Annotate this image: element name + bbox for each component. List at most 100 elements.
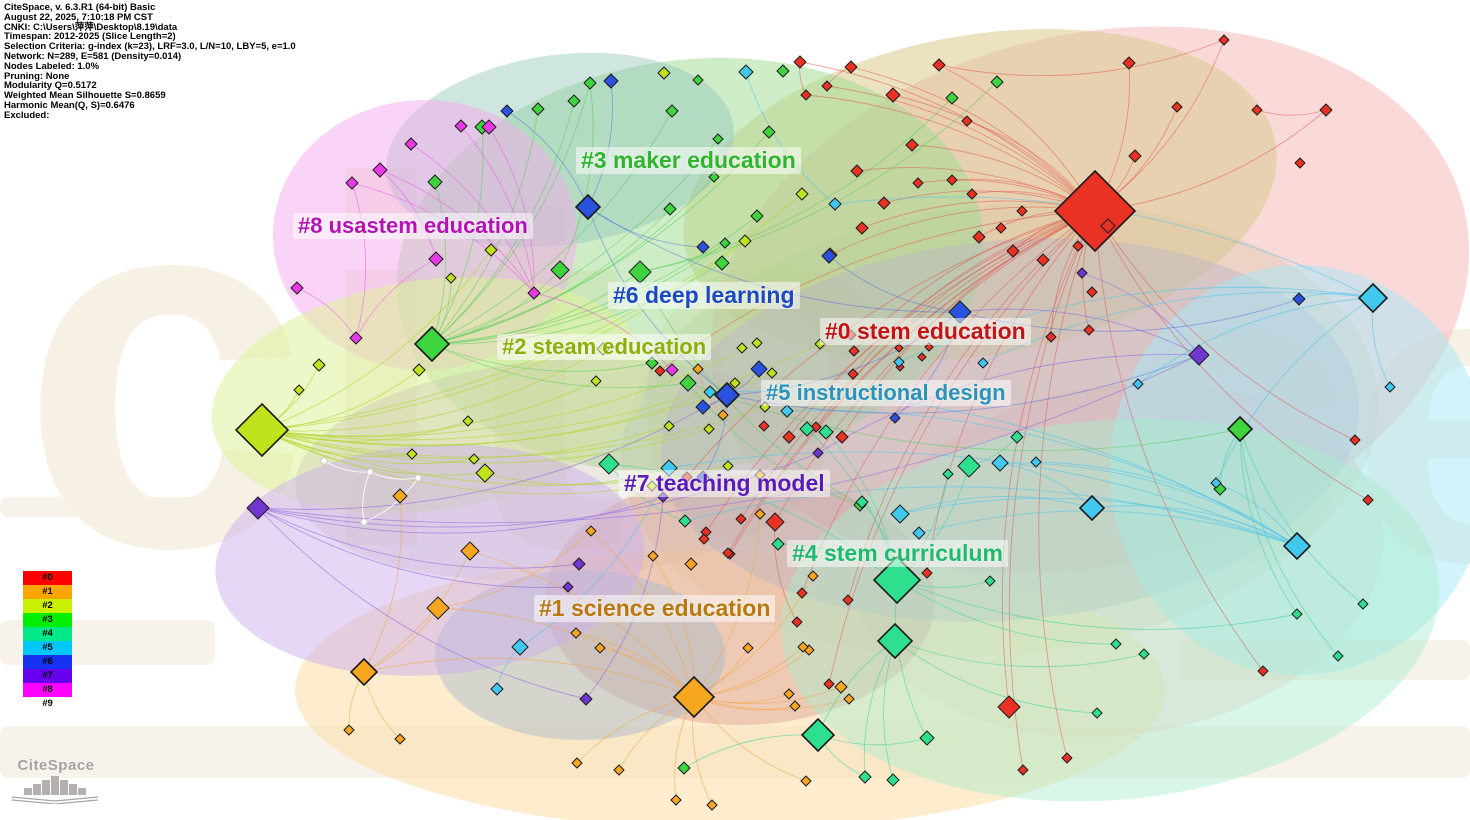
graph-node-cluster-8[interactable] [428, 251, 444, 267]
graph-node-cluster-1[interactable] [717, 409, 729, 421]
graph-node-cluster-0[interactable] [758, 420, 770, 432]
graph-node-cluster-8[interactable] [454, 119, 468, 133]
graph-node-cluster-4[interactable] [855, 495, 869, 509]
graph-node-cluster-3[interactable] [550, 260, 570, 280]
graph-node-cluster-6[interactable] [1292, 292, 1306, 306]
graph-node-cluster-0[interactable] [821, 80, 833, 92]
graph-node-cluster-4[interactable] [1357, 598, 1369, 610]
graph-node-cluster-5[interactable] [511, 638, 529, 656]
graph-node-cluster-6[interactable] [695, 399, 711, 415]
graph-node-cluster-3[interactable] [712, 133, 724, 145]
graph-node-cluster-0[interactable] [793, 55, 807, 69]
graph-node-cluster-4[interactable] [858, 770, 872, 784]
graph-node-cluster-3[interactable] [776, 64, 790, 78]
graph-node-cluster-8[interactable] [372, 162, 388, 178]
graph-node-cluster-0[interactable] [1349, 434, 1361, 446]
graph-node-cluster-8[interactable] [527, 286, 541, 300]
graph-node-cluster-3[interactable] [714, 255, 730, 271]
graph-node-cluster-7[interactable] [562, 581, 574, 593]
graph-node-cluster-3[interactable] [762, 125, 776, 139]
graph-node-cluster-0[interactable] [847, 368, 859, 380]
graph-node-cluster-1[interactable] [834, 680, 848, 694]
graph-node-cluster-2[interactable] [468, 453, 480, 465]
graph-node-cluster-8[interactable] [665, 363, 679, 377]
graph-node-cluster-6[interactable] [713, 381, 741, 409]
graph-node-cluster-0[interactable] [966, 188, 978, 200]
graph-node-cluster-6[interactable] [750, 360, 768, 378]
graph-node-cluster-0[interactable] [722, 547, 734, 559]
graph-node-cluster-4[interactable] [678, 514, 692, 528]
graph-node-cluster-1[interactable] [343, 724, 355, 736]
graph-node-cluster-0[interactable] [1362, 494, 1374, 506]
graph-node-cluster-2[interactable] [703, 423, 715, 435]
graph-node-cluster-1[interactable] [754, 508, 766, 520]
graph-node-cluster-0[interactable] [1053, 169, 1137, 253]
graph-node-cluster-0[interactable] [855, 221, 869, 235]
graph-node-cluster-1[interactable] [742, 642, 754, 654]
graph-node-cluster-0[interactable] [1122, 56, 1136, 70]
graph-node-cluster-2[interactable] [590, 375, 602, 387]
graph-node-cluster-8[interactable] [290, 281, 304, 295]
graph-node-cluster-4[interactable] [598, 453, 620, 475]
graph-node-cluster-3[interactable] [531, 102, 545, 116]
graph-node-cluster-5[interactable] [991, 454, 1009, 472]
graph-node-cluster-4[interactable] [957, 454, 981, 478]
graph-node-cluster-1[interactable] [670, 794, 682, 806]
graph-node-cluster-0[interactable] [1128, 149, 1142, 163]
graph-node-cluster-0[interactable] [1016, 205, 1028, 217]
graph-node-cluster-4[interactable] [818, 424, 834, 440]
graph-node-cluster-7[interactable] [1188, 344, 1210, 366]
graph-node-cluster-0[interactable] [1045, 331, 1057, 343]
graph-node-cluster-0[interactable] [961, 115, 973, 127]
graph-node-cluster-1[interactable] [800, 775, 812, 787]
graph-node-cluster-0[interactable] [1036, 253, 1050, 267]
graph-node-cluster-4[interactable] [1138, 648, 1150, 660]
graph-node-cluster-0[interactable] [823, 678, 835, 690]
graph-node-cluster-2[interactable] [293, 384, 305, 396]
graph-node-cluster-5[interactable] [1210, 477, 1222, 489]
graph-node-cluster-5[interactable] [912, 526, 926, 540]
graph-node-cluster-3[interactable] [427, 174, 443, 190]
graph-node-cluster-0[interactable] [885, 87, 901, 103]
graph-node-cluster-5[interactable] [890, 504, 910, 524]
graph-node-cluster-5[interactable] [738, 64, 754, 80]
graph-node-cluster-2[interactable] [484, 243, 498, 257]
graph-node-cluster-8[interactable] [349, 331, 363, 345]
graph-node-cluster-7[interactable] [1076, 267, 1088, 279]
graph-node-cluster-5[interactable] [893, 356, 905, 368]
graph-node-cluster-4[interactable] [1291, 608, 1303, 620]
graph-node-cluster-3[interactable] [679, 374, 697, 392]
graph-node-cluster-0[interactable] [877, 196, 891, 210]
graph-node-cluster-6[interactable] [574, 193, 602, 221]
graph-node-cluster-8[interactable] [481, 119, 497, 135]
graph-node-cluster-7[interactable] [572, 557, 586, 571]
graph-node-cluster-1[interactable] [571, 757, 583, 769]
graph-node-cluster-2[interactable] [738, 234, 752, 248]
graph-node-cluster-0[interactable] [1319, 103, 1333, 117]
graph-node-cluster-2[interactable] [736, 342, 748, 354]
graph-node-cluster-1[interactable] [570, 627, 582, 639]
graph-node-cluster-0[interactable] [894, 343, 904, 353]
graph-node-cluster-0[interactable] [844, 60, 858, 74]
graph-node-cluster-0[interactable] [1017, 764, 1029, 776]
graph-node-cluster-0[interactable] [997, 695, 1021, 719]
graph-node-cluster-3[interactable] [665, 104, 679, 118]
graph-node-cluster-2[interactable] [412, 363, 426, 377]
graph-node-cluster-5[interactable] [703, 385, 717, 399]
graph-node-cluster-7[interactable] [579, 692, 593, 706]
graph-node-cluster-2[interactable] [657, 66, 671, 80]
graph-node-cluster-0[interactable] [1006, 244, 1020, 258]
graph-node-cluster-5[interactable] [1030, 456, 1042, 468]
graph-node-cluster-3[interactable] [645, 356, 659, 370]
graph-node-cluster-2[interactable] [462, 415, 474, 427]
graph-node-cluster-5[interactable] [828, 197, 842, 211]
graph-node-cluster-0[interactable] [1100, 218, 1116, 234]
graph-node-cluster-9[interactable] [319, 456, 329, 466]
graph-node-cluster-0[interactable] [1072, 240, 1084, 252]
graph-node-cluster-5[interactable] [1132, 378, 1144, 390]
graph-node-cluster-4[interactable] [1010, 430, 1024, 444]
graph-node-cluster-5[interactable] [490, 682, 504, 696]
graph-node-cluster-1[interactable] [783, 688, 795, 700]
graph-node-cluster-6[interactable] [500, 104, 514, 118]
